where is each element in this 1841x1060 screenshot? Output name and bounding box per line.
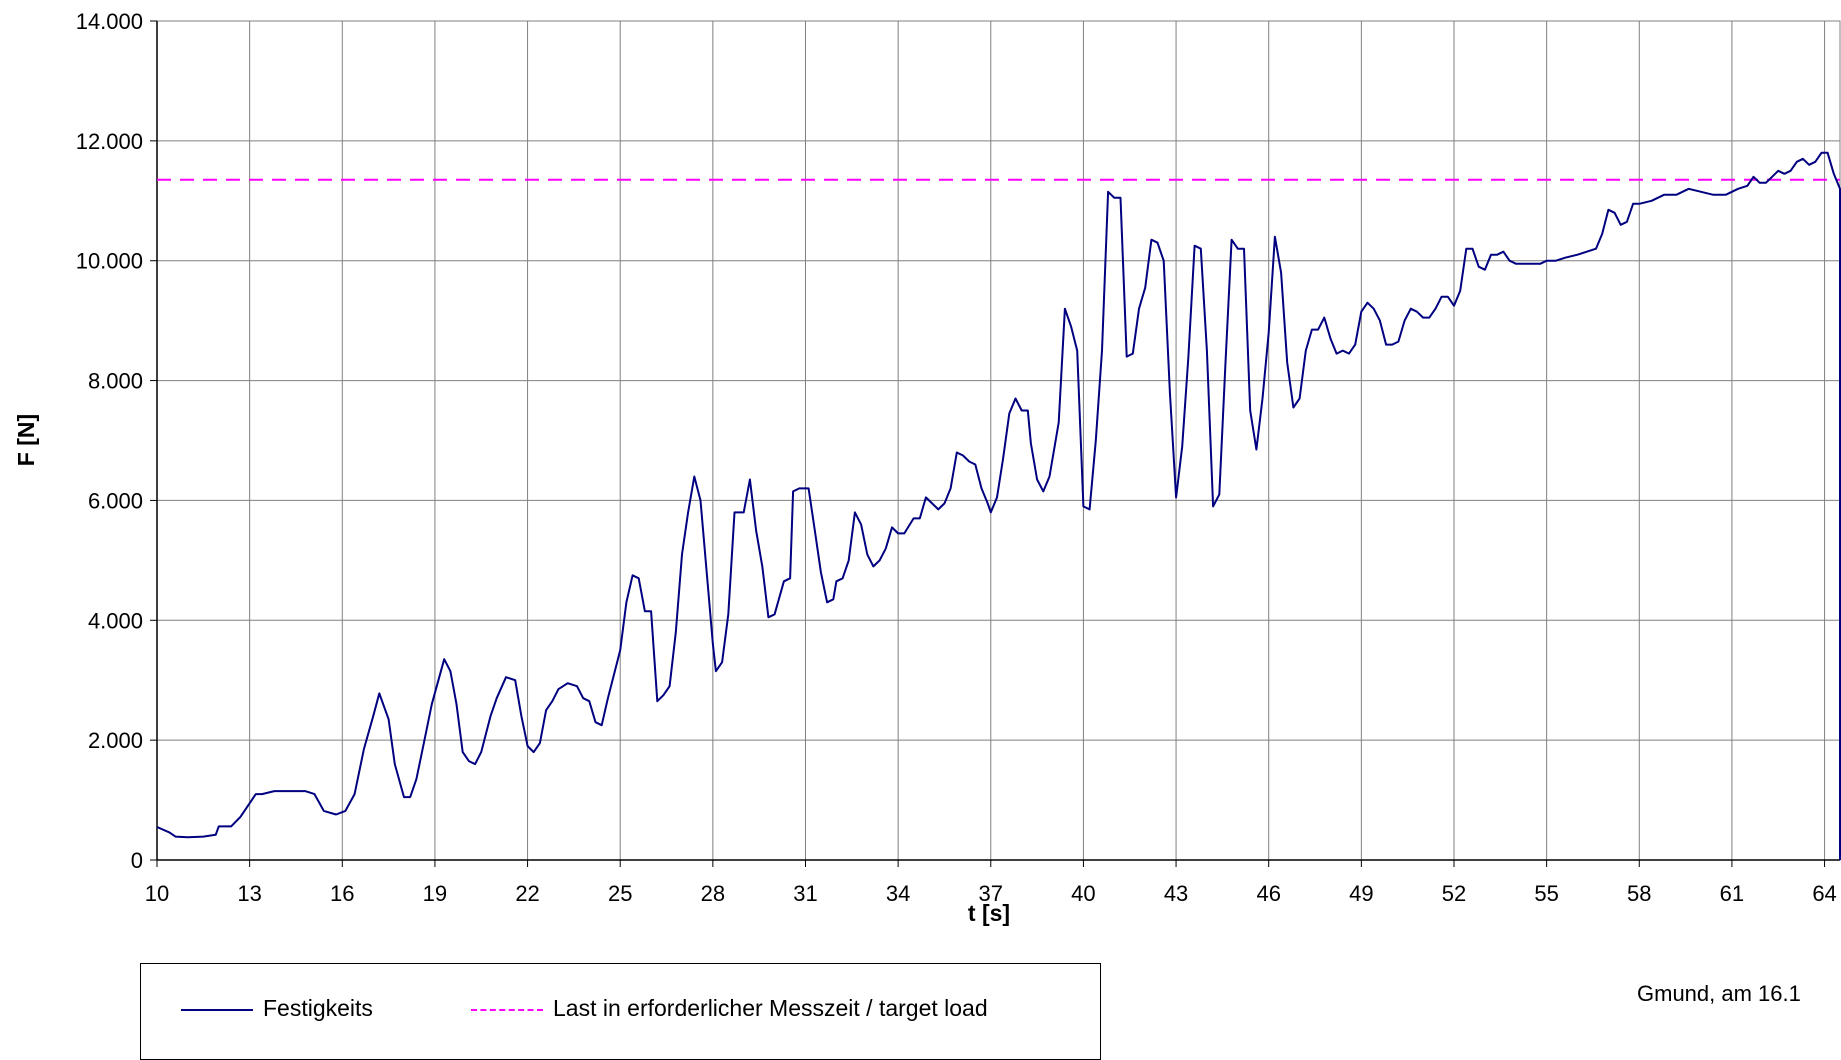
axes	[150, 20, 1840, 867]
x-tick-label: 28	[701, 881, 725, 906]
x-tick-label: 31	[793, 881, 817, 906]
y-tick-label: 8.000	[88, 369, 143, 394]
strength-series-line	[156, 151, 1841, 860]
x-tick-label: 52	[1442, 881, 1466, 906]
tick-labels: 10 13 16 19 22 25 28 31 34 37 40 43 46 49 52 55 58 61 64 0 2…	[76, 9, 1837, 906]
x-tick-label: 58	[1627, 881, 1651, 906]
x-tick-label: 34	[886, 881, 910, 906]
legend-dashed-line-icon	[471, 1008, 543, 1011]
legend-item-target-load: Last in erforderlicher Messzeit / target…	[471, 995, 988, 1022]
legend: Festigkeits Last in erforderlicher Messz…	[140, 963, 1101, 1060]
x-axis-label: t [s]	[968, 900, 1010, 926]
legend-label-target-load: Last in erforderlicher Messzeit / target…	[553, 995, 988, 1021]
x-tick-label: 49	[1349, 881, 1373, 906]
x-tick-label: 37	[979, 881, 1003, 906]
y-tick-label: 0	[131, 848, 143, 873]
plot-area	[156, 20, 1841, 861]
x-tick-label: 19	[423, 881, 447, 906]
y-tick-label: 10.000	[76, 249, 143, 274]
x-tick-label: 10	[145, 881, 169, 906]
x-tick-label: 40	[1071, 881, 1095, 906]
y-tick-label: 2.000	[88, 728, 143, 753]
y-tick-label: 6.000	[88, 488, 143, 513]
y-tick-label: 4.000	[88, 608, 143, 633]
y-tick-label: 14.000	[76, 9, 143, 34]
legend-item-strength: Festigkeits	[181, 995, 373, 1022]
legend-label-strength: Festigkeits	[263, 995, 373, 1021]
x-tick-label: 13	[237, 881, 261, 906]
x-tick-label: 46	[1256, 881, 1280, 906]
series-group	[156, 151, 1841, 860]
x-tick-label: 16	[330, 881, 354, 906]
x-tick-label: 64	[1812, 881, 1836, 906]
x-tick-label: 22	[515, 881, 539, 906]
grid-lines	[156, 20, 1840, 861]
legend-solid-line-icon	[181, 1008, 253, 1011]
x-tick-label: 25	[608, 881, 632, 906]
x-tick-label: 55	[1534, 881, 1558, 906]
y-axis-label: F [N]	[13, 414, 39, 466]
location-date-note: Gmund, am 16.1	[1637, 981, 1801, 1006]
y-tick-label: 12.000	[76, 129, 143, 154]
x-tick-label: 61	[1720, 881, 1744, 906]
x-tick-label: 43	[1164, 881, 1188, 906]
